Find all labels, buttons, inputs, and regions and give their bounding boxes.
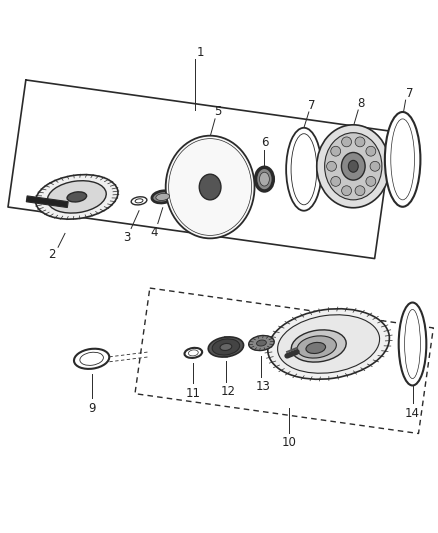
Ellipse shape: [370, 161, 380, 171]
Ellipse shape: [331, 146, 341, 156]
Ellipse shape: [35, 175, 118, 219]
Ellipse shape: [268, 309, 389, 379]
Ellipse shape: [291, 330, 346, 362]
Ellipse shape: [220, 343, 232, 351]
Text: 13: 13: [256, 380, 271, 393]
Text: 3: 3: [124, 231, 131, 244]
Ellipse shape: [255, 167, 273, 191]
Ellipse shape: [131, 197, 147, 205]
Ellipse shape: [342, 186, 352, 196]
Ellipse shape: [80, 352, 103, 366]
Text: 5: 5: [214, 106, 222, 118]
Ellipse shape: [208, 337, 244, 357]
Ellipse shape: [169, 139, 251, 236]
Text: 9: 9: [88, 402, 95, 415]
Ellipse shape: [348, 160, 358, 172]
Ellipse shape: [286, 128, 321, 211]
Ellipse shape: [342, 152, 365, 180]
Ellipse shape: [259, 172, 269, 186]
Ellipse shape: [188, 350, 198, 356]
Ellipse shape: [135, 199, 143, 203]
Ellipse shape: [152, 191, 173, 203]
Ellipse shape: [156, 193, 170, 200]
Ellipse shape: [67, 192, 87, 202]
Text: 11: 11: [186, 387, 201, 400]
Ellipse shape: [184, 348, 202, 358]
Ellipse shape: [331, 176, 341, 187]
Ellipse shape: [47, 181, 106, 213]
Text: 2: 2: [48, 248, 56, 261]
Text: 14: 14: [405, 407, 420, 419]
Ellipse shape: [199, 174, 221, 200]
Ellipse shape: [257, 340, 266, 346]
Ellipse shape: [342, 137, 352, 147]
Ellipse shape: [385, 112, 420, 207]
Ellipse shape: [405, 310, 420, 378]
Ellipse shape: [74, 349, 110, 369]
Ellipse shape: [249, 335, 274, 351]
Ellipse shape: [166, 136, 254, 238]
Ellipse shape: [355, 186, 365, 196]
Text: 7: 7: [308, 99, 315, 111]
Ellipse shape: [327, 161, 336, 171]
Polygon shape: [26, 196, 68, 207]
Text: 6: 6: [261, 136, 268, 149]
Text: 7: 7: [406, 87, 413, 100]
Ellipse shape: [391, 119, 414, 200]
Ellipse shape: [317, 125, 390, 208]
Ellipse shape: [325, 133, 382, 200]
Text: 12: 12: [220, 385, 235, 398]
Text: 10: 10: [282, 436, 297, 449]
Ellipse shape: [297, 336, 336, 358]
Polygon shape: [222, 337, 230, 357]
Text: 4: 4: [150, 226, 158, 239]
Ellipse shape: [278, 315, 380, 373]
Ellipse shape: [291, 134, 317, 205]
Ellipse shape: [366, 146, 376, 156]
Ellipse shape: [366, 176, 376, 187]
Ellipse shape: [306, 342, 325, 353]
Ellipse shape: [212, 339, 240, 355]
Text: 1: 1: [197, 46, 204, 59]
Ellipse shape: [355, 137, 365, 147]
Text: 8: 8: [357, 96, 365, 110]
Ellipse shape: [399, 303, 426, 385]
